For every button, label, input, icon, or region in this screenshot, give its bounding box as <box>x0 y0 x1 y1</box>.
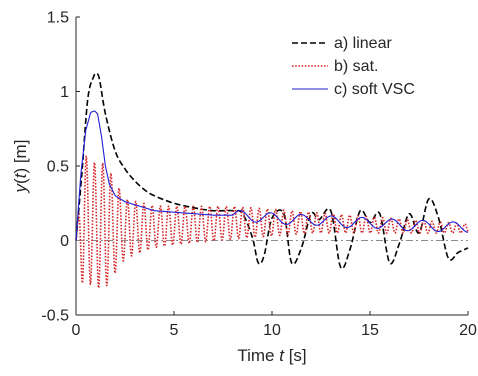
tick-labels: 0 5 10 15 20-0.500.511.5 <box>41 10 477 340</box>
x-tick-label: 10 <box>263 322 281 339</box>
y-tick-label: -0.5 <box>41 308 69 325</box>
x-axis-label-part: [s] <box>284 346 307 365</box>
y-tick-label: 1.5 <box>47 10 69 27</box>
y-axis-label-part: ( <box>11 178 30 184</box>
plot-series <box>75 72 469 289</box>
legend-label-2: c) soft VSC <box>334 81 415 98</box>
x-tick-label: 5 <box>170 322 179 339</box>
series-line-0 <box>75 72 469 270</box>
x-axis-label-part: t <box>279 346 285 365</box>
x-axis-label-part: Time <box>237 346 279 365</box>
y-tick-label: 0 <box>60 233 69 250</box>
series-line-2 <box>75 110 469 241</box>
series-line-1 <box>75 155 469 289</box>
legend-label-1: b) sat. <box>334 58 378 75</box>
axes <box>75 16 469 316</box>
y-axis-label-part: y <box>11 182 30 193</box>
legend-label-0: a) linear <box>334 35 392 52</box>
y-axis-label: y(t) [m] <box>11 140 30 194</box>
legend: a) linear b) sat. c) soft VSC <box>292 35 415 98</box>
x-tick-label: 20 <box>459 322 477 339</box>
y-axis-label-part: t <box>11 172 30 178</box>
y-tick-label: 0.5 <box>47 159 69 176</box>
x-tick-label: 15 <box>361 322 379 339</box>
axis-labels: Time t [s]y(t) [m] <box>11 140 307 365</box>
y-axis-label-part: ) [m] <box>11 140 30 174</box>
x-tick-label: 0 <box>72 322 81 339</box>
y-tick-label: 1 <box>60 84 69 101</box>
x-axis-label: Time t [s] <box>237 346 306 365</box>
